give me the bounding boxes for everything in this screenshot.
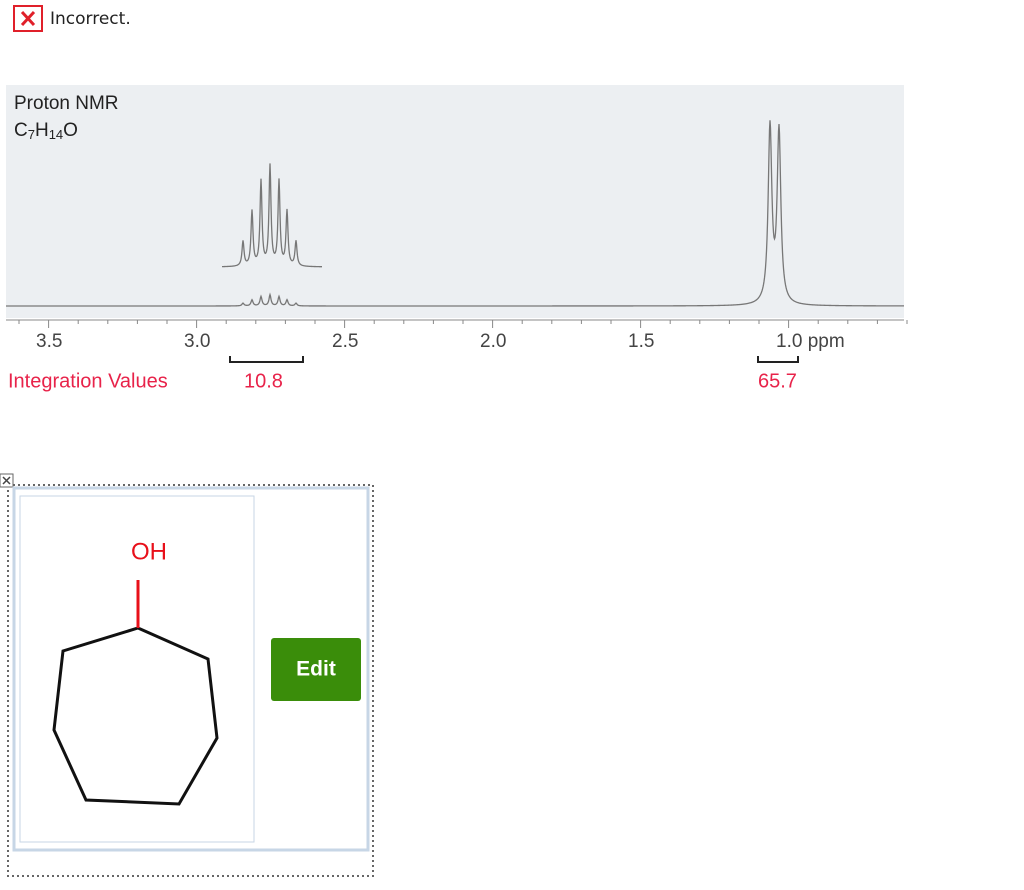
axis-tick-label: 2.0 [480, 331, 506, 352]
spectrum-trace [6, 120, 904, 307]
error-cross [20, 10, 36, 27]
integration-value: 10.8 [244, 370, 283, 392]
axis-tick-label: 3.0 [184, 331, 210, 352]
axis: 3.5 3.0 2.5 2.0 1.5 1.0 ppm [18, 320, 908, 352]
spectrum-title: Proton NMR [14, 93, 119, 114]
axis-tick-label: 1.5 [628, 331, 654, 352]
error-icon [13, 5, 43, 32]
formula-part: H [35, 120, 49, 141]
atom-label: OH [131, 538, 167, 565]
formula-sub: 7 [28, 127, 35, 142]
formula-sub: 14 [49, 127, 63, 142]
integration-value: 65.7 [758, 370, 797, 392]
formula-part: C [14, 120, 28, 141]
formula-part: O [63, 120, 78, 141]
spectrum-panel [6, 85, 904, 318]
close-cross [2, 476, 11, 485]
axis-tick-label: 3.5 [36, 331, 62, 352]
feedback-text: Incorrect. [50, 9, 131, 29]
molecule-panel [19, 495, 255, 843]
integration-bracket [229, 356, 304, 363]
editor-frame [7, 484, 374, 877]
formula: C7H14O [14, 120, 78, 142]
trace [6, 120, 904, 307]
integration-bracket [757, 356, 799, 363]
edit-button-label[interactable]: Edit [296, 658, 336, 681]
axis-tick-label: 1.0 ppm [776, 331, 845, 352]
edit-button[interactable] [271, 638, 361, 701]
integration-label: Integration Values [8, 370, 168, 392]
trace-inset [221, 163, 323, 268]
ring [52, 626, 219, 806]
axis-tick-label: 2.5 [332, 331, 358, 352]
